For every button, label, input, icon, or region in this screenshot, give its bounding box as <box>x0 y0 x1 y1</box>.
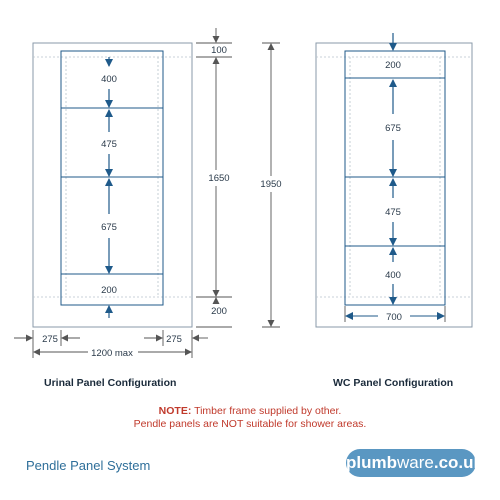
note-line-2: Pendle panels are NOT suitable for showe… <box>133 418 367 430</box>
dim-total-height: 1950 <box>260 179 281 190</box>
dim-right-offset: 275 <box>166 334 182 345</box>
wc-width-dimension <box>344 306 446 322</box>
note-line-1: NOTE: Timber frame supplied by other. <box>0 405 500 417</box>
dim-bottom-gap: 200 <box>211 306 227 317</box>
urinal-height-dimensions <box>196 28 280 328</box>
urinal-section-label: 400 <box>101 74 117 85</box>
urinal-section-label: 475 <box>101 139 117 150</box>
urinal-panels <box>60 50 164 306</box>
urinal-caption: Urinal Panel Configuration <box>44 377 177 389</box>
dim-wc-width: 700 <box>386 312 402 323</box>
dim-panel-height: 1650 <box>208 173 229 184</box>
urinal-section-label: 200 <box>101 285 117 296</box>
urinal-section-label: 675 <box>101 222 117 233</box>
dim-max-width: 1200 max <box>91 348 133 359</box>
wc-caption: WC Panel Configuration <box>333 377 454 389</box>
wc-frame <box>315 42 473 328</box>
brand-part-1: plumb <box>346 453 397 472</box>
dim-left-offset: 275 <box>42 334 58 345</box>
brand-part-2: ware <box>397 453 434 472</box>
wc-section-label: 675 <box>385 123 401 134</box>
urinal-width-dimensions <box>14 330 208 358</box>
note-text-1: Timber frame supplied by other. <box>194 405 342 417</box>
wc-panels <box>344 50 446 306</box>
wc-section-label: 400 <box>385 270 401 281</box>
brand-logo[interactable]: plumbware.co.uk <box>346 449 483 477</box>
note-prefix: NOTE: <box>158 405 192 417</box>
dim-top-gap: 100 <box>211 45 227 56</box>
wc-section-label: 200 <box>385 60 401 71</box>
brand-part-3: .co.uk <box>433 453 483 472</box>
wc-section-label: 475 <box>385 207 401 218</box>
footer-title: Pendle Panel System <box>26 458 151 473</box>
